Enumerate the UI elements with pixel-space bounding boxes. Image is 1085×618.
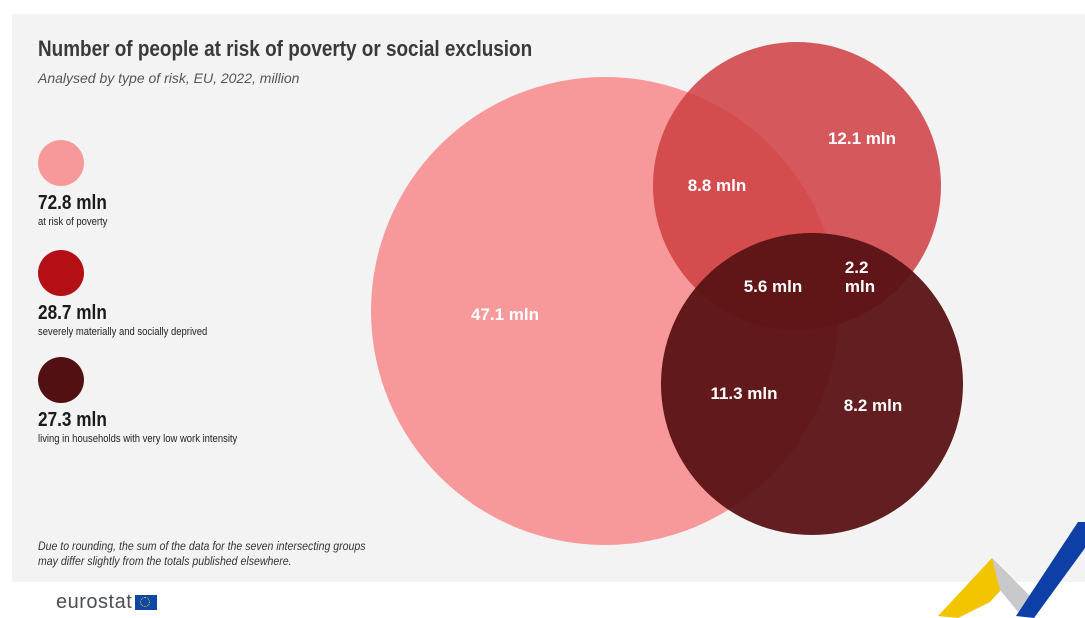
venn-label-work-only: 8.2 mln	[844, 396, 903, 415]
venn-label-deprived-work-number: 2.2	[845, 258, 869, 277]
legend-item-deprived: 28.7 mln severely materially and sociall…	[38, 250, 235, 338]
footnote-line-1: Due to rounding, the sum of the data for…	[38, 539, 366, 553]
chart-title: Number of people at risk of poverty or s…	[38, 36, 533, 61]
footnote-line-2: may differ slightly from the totals publ…	[38, 554, 292, 568]
legend-value-work-intensity: 27.3 mln	[38, 409, 107, 431]
venn-label-deprived-only: 12.1 mln	[828, 129, 896, 148]
legend-label-work-intensity: living in households with very low work …	[38, 433, 238, 445]
legend-item-poverty: 72.8 mln at risk of poverty	[38, 140, 119, 228]
legend-dot-deprived	[38, 250, 84, 296]
eurostat-wordmark: eurostat	[56, 591, 133, 613]
venn-circle-work-intensity	[661, 233, 963, 535]
legend-dot-poverty	[38, 140, 84, 186]
legend-item-work-intensity: 27.3 mln living in households with very …	[38, 357, 270, 445]
chart-subtitle: Analysed by type of risk, EU, 2022, mill…	[38, 70, 300, 86]
chevron-decoration-icon	[938, 522, 1085, 618]
legend-dot-work-intensity	[38, 357, 84, 403]
venn-label-all-three: 5.6 mln	[744, 277, 803, 296]
legend-value-poverty: 72.8 mln	[38, 192, 107, 214]
legend-value-deprived: 28.7 mln	[38, 302, 107, 324]
footnote: Due to rounding, the sum of the data for…	[38, 539, 366, 569]
venn-label-poverty-only: 47.1 mln	[471, 305, 539, 324]
legend-label-deprived: severely materially and socially deprive…	[38, 326, 208, 338]
legend-label-poverty: at risk of poverty	[38, 216, 108, 228]
venn-label-poverty-work: 11.3 mln	[710, 384, 777, 403]
venn-label-poverty-deprived: 8.8 mln	[688, 176, 747, 195]
eu-flag-icon	[135, 595, 158, 610]
venn-label-deprived-work: 2.2 mln	[845, 258, 875, 296]
venn-label-deprived-work-unit: mln	[845, 277, 875, 296]
eurostat-logo: eurostat	[56, 591, 158, 614]
